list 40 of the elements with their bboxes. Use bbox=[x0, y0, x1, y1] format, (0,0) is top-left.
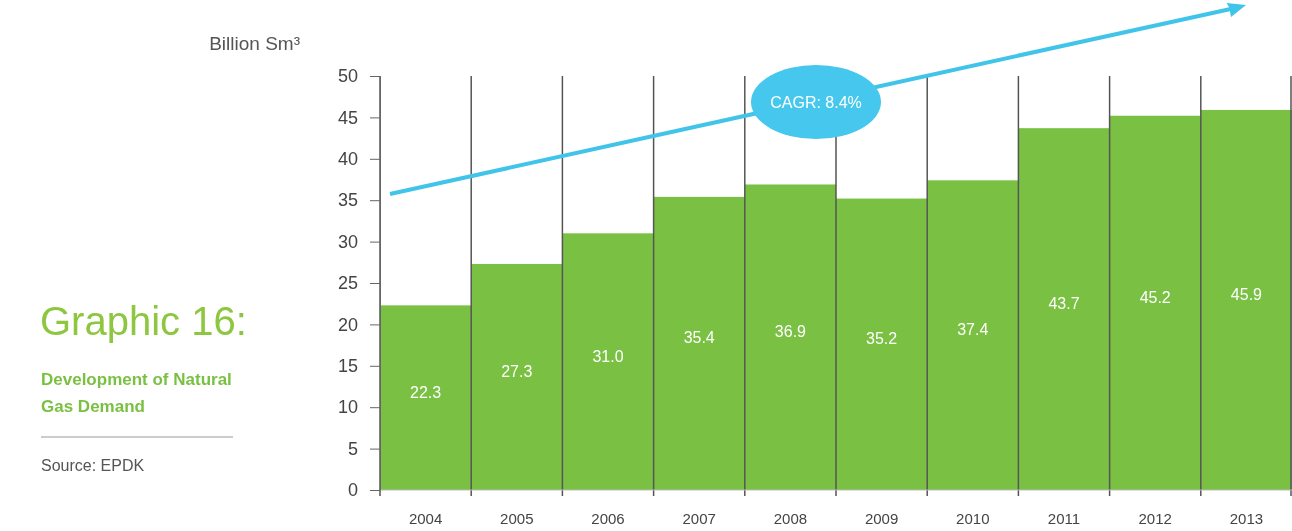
data-label: 43.7 bbox=[1048, 295, 1080, 313]
y-tick-label: 50 bbox=[337, 66, 358, 87]
x-tick-label: 2005 bbox=[500, 510, 534, 527]
bar bbox=[380, 305, 472, 490]
bar bbox=[744, 184, 836, 490]
y-tick-label: 25 bbox=[337, 273, 358, 294]
annotation: CAGR: 8.4% bbox=[770, 94, 862, 111]
data-label: 35.4 bbox=[683, 329, 715, 347]
y-tick-label: 0 bbox=[347, 480, 358, 501]
data-label: 45.2 bbox=[1139, 288, 1171, 306]
y-tick-label: 30 bbox=[337, 231, 358, 252]
source-note: Source: EPDK bbox=[41, 457, 145, 474]
data-label: 22.3 bbox=[410, 383, 442, 401]
x-tick-label: 2012 bbox=[1138, 510, 1172, 527]
x-tick-label: 2007 bbox=[682, 510, 716, 527]
x-tick-label: 2006 bbox=[591, 510, 625, 527]
y-tick-label: 5 bbox=[347, 438, 358, 459]
x-tick-label: 2011 bbox=[1047, 510, 1081, 527]
data-label: 45.9 bbox=[1230, 285, 1263, 303]
data-label: 36.9 bbox=[774, 323, 807, 341]
y-tick-label: 20 bbox=[337, 314, 358, 335]
x-tick-label: 2004 bbox=[408, 510, 443, 527]
x-tick-label: 2013 bbox=[1229, 510, 1264, 527]
data-label: 27.3 bbox=[501, 362, 533, 380]
y-tick-label: 45 bbox=[337, 107, 358, 128]
x-tick-label: 2009 bbox=[864, 510, 899, 527]
text: Development of Natural Gas Demand bbox=[41, 370, 232, 416]
x-tick-label: 2010 bbox=[956, 510, 990, 527]
bar bbox=[1200, 109, 1292, 490]
y-tick-label: 10 bbox=[337, 397, 358, 418]
y-tick-label: 15 bbox=[337, 356, 358, 377]
data-label: 31.0 bbox=[592, 347, 624, 365]
y-tick-label: 35 bbox=[337, 190, 358, 211]
y-tick-label: 40 bbox=[337, 149, 358, 170]
data-label: 35.2 bbox=[866, 330, 898, 348]
data-label: 37.4 bbox=[957, 321, 989, 339]
text: Graphic 16: bbox=[40, 299, 247, 343]
x-tick-label: 2008 bbox=[773, 510, 808, 527]
bar bbox=[836, 198, 928, 490]
y-axis-title: Billion Sm³ bbox=[209, 33, 300, 54]
